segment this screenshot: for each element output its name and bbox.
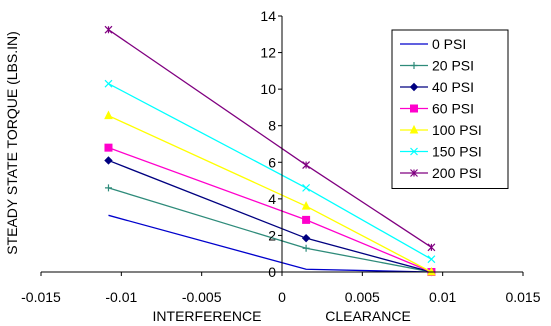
data-point-100-psi — [105, 112, 112, 119]
legend-label: 200 PSI — [432, 165, 482, 181]
x-tick-label: 0.005 — [345, 289, 380, 305]
data-point-40-psi — [105, 157, 112, 164]
x-tick-label: 0 — [278, 289, 286, 305]
legend-label: 100 PSI — [432, 122, 482, 138]
data-point-40-psi — [303, 235, 310, 242]
x-tick-label: -0.01 — [105, 289, 137, 305]
y-tick-label: 4 — [268, 191, 276, 207]
x-axis-title-clearance: CLEARANCE — [325, 308, 411, 324]
data-point-150-psi — [303, 184, 310, 191]
legend-marker — [411, 105, 418, 112]
x-tick-label: 0.015 — [505, 289, 540, 305]
y-tick-label: 10 — [260, 81, 276, 97]
y-axis-title: STEADY STATE TORQUE (LBS.IN) — [4, 31, 20, 255]
x-tick-label: 0.01 — [429, 289, 456, 305]
data-point-200-psi — [428, 244, 435, 251]
y-tick-label: 14 — [260, 8, 276, 24]
y-tick-label: 6 — [268, 154, 276, 170]
x-axis-title-interference: INTERFERENCE — [153, 308, 262, 324]
data-point-20-psi — [303, 245, 310, 252]
data-point-60-psi — [105, 144, 112, 151]
data-point-150-psi — [105, 80, 112, 87]
y-tick-label: 12 — [260, 45, 276, 61]
y-tick-label: 2 — [268, 227, 276, 243]
data-point-20-psi — [105, 184, 112, 191]
legend-label: 40 PSI — [432, 79, 474, 95]
data-point-200-psi — [105, 26, 112, 33]
legend-label: 150 PSI — [432, 144, 482, 160]
legend-label: 20 PSI — [432, 58, 474, 74]
y-tick-label: 8 — [268, 118, 276, 134]
x-tick-label: -0.005 — [182, 289, 222, 305]
x-tick-label: -0.015 — [21, 289, 61, 305]
legend-label: 60 PSI — [432, 101, 474, 117]
data-point-150-psi — [428, 256, 435, 263]
legend: 0 PSI 20 PSI 40 PSI 60 PSI 100 PSI 150 PSI 200… — [392, 30, 508, 189]
data-point-200-psi — [303, 162, 310, 169]
series-40-psi — [105, 157, 435, 276]
legend-label: 0 PSI — [432, 36, 466, 52]
data-point-60-psi — [303, 216, 310, 223]
